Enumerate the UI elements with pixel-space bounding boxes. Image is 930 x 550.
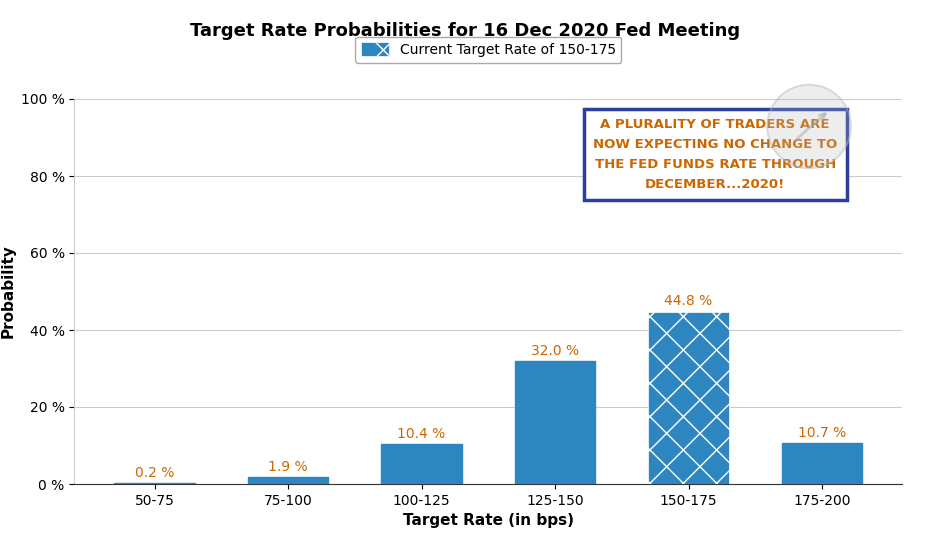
Bar [515, 361, 595, 484]
Bar [114, 483, 194, 484]
Y-axis label: Probability: Probability [0, 245, 15, 338]
Circle shape [767, 85, 851, 168]
Bar [782, 443, 862, 484]
Bar [648, 311, 728, 484]
Text: 0.2 %: 0.2 % [135, 466, 174, 480]
Text: 1.9 %: 1.9 % [268, 460, 308, 474]
Text: 10.7 %: 10.7 % [798, 426, 846, 440]
Text: 32.0 %: 32.0 % [531, 344, 579, 358]
Legend: Current Target Rate of 150-175: Current Target Rate of 150-175 [355, 37, 621, 63]
Bar [248, 477, 328, 484]
X-axis label: Target Rate (in bps): Target Rate (in bps) [403, 513, 574, 529]
Text: A PLURALITY OF TRADERS ARE
NOW EXPECTING NO CHANGE TO
THE FED FUNDS RATE THROUGH: A PLURALITY OF TRADERS ARE NOW EXPECTING… [593, 118, 837, 191]
Text: 44.8 %: 44.8 % [664, 294, 712, 309]
Bar [381, 444, 461, 484]
Text: 10.4 %: 10.4 % [397, 427, 445, 441]
Text: Target Rate Probabilities for 16 Dec 2020 Fed Meeting: Target Rate Probabilities for 16 Dec 202… [190, 22, 740, 40]
